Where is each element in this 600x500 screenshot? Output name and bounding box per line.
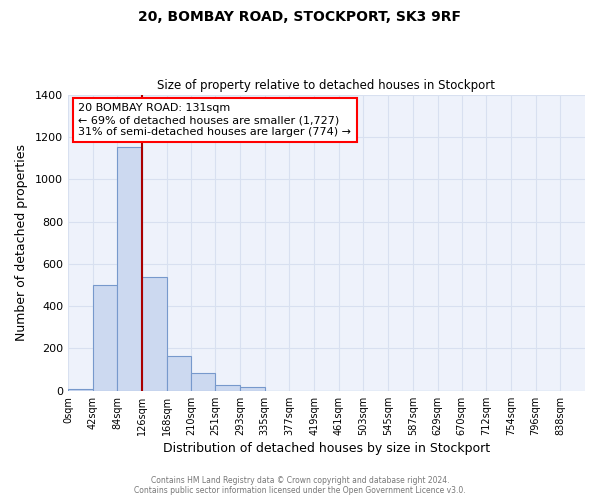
Bar (117, 148, 142, 391)
Bar (215, 385, 240, 391)
Text: Contains HM Land Registry data © Crown copyright and database right 2024.
Contai: Contains HM Land Registry data © Crown c… (134, 476, 466, 495)
Bar (142, 276, 167, 391)
Bar (167, 356, 191, 391)
Bar (240, 386, 265, 391)
Bar (191, 373, 215, 391)
Text: 20, BOMBAY ROAD, STOCKPORT, SK3 9RF: 20, BOMBAY ROAD, STOCKPORT, SK3 9RF (139, 10, 461, 24)
Y-axis label: Number of detached properties: Number of detached properties (15, 144, 28, 341)
Text: 20 BOMBAY ROAD: 131sqm
← 69% of detached houses are smaller (1,727)
31% of semi-: 20 BOMBAY ROAD: 131sqm ← 69% of detached… (78, 104, 351, 136)
Bar (68, 388, 92, 391)
Bar (92, 285, 117, 391)
Title: Size of property relative to detached houses in Stockport: Size of property relative to detached ho… (157, 79, 496, 92)
X-axis label: Distribution of detached houses by size in Stockport: Distribution of detached houses by size … (163, 442, 490, 455)
